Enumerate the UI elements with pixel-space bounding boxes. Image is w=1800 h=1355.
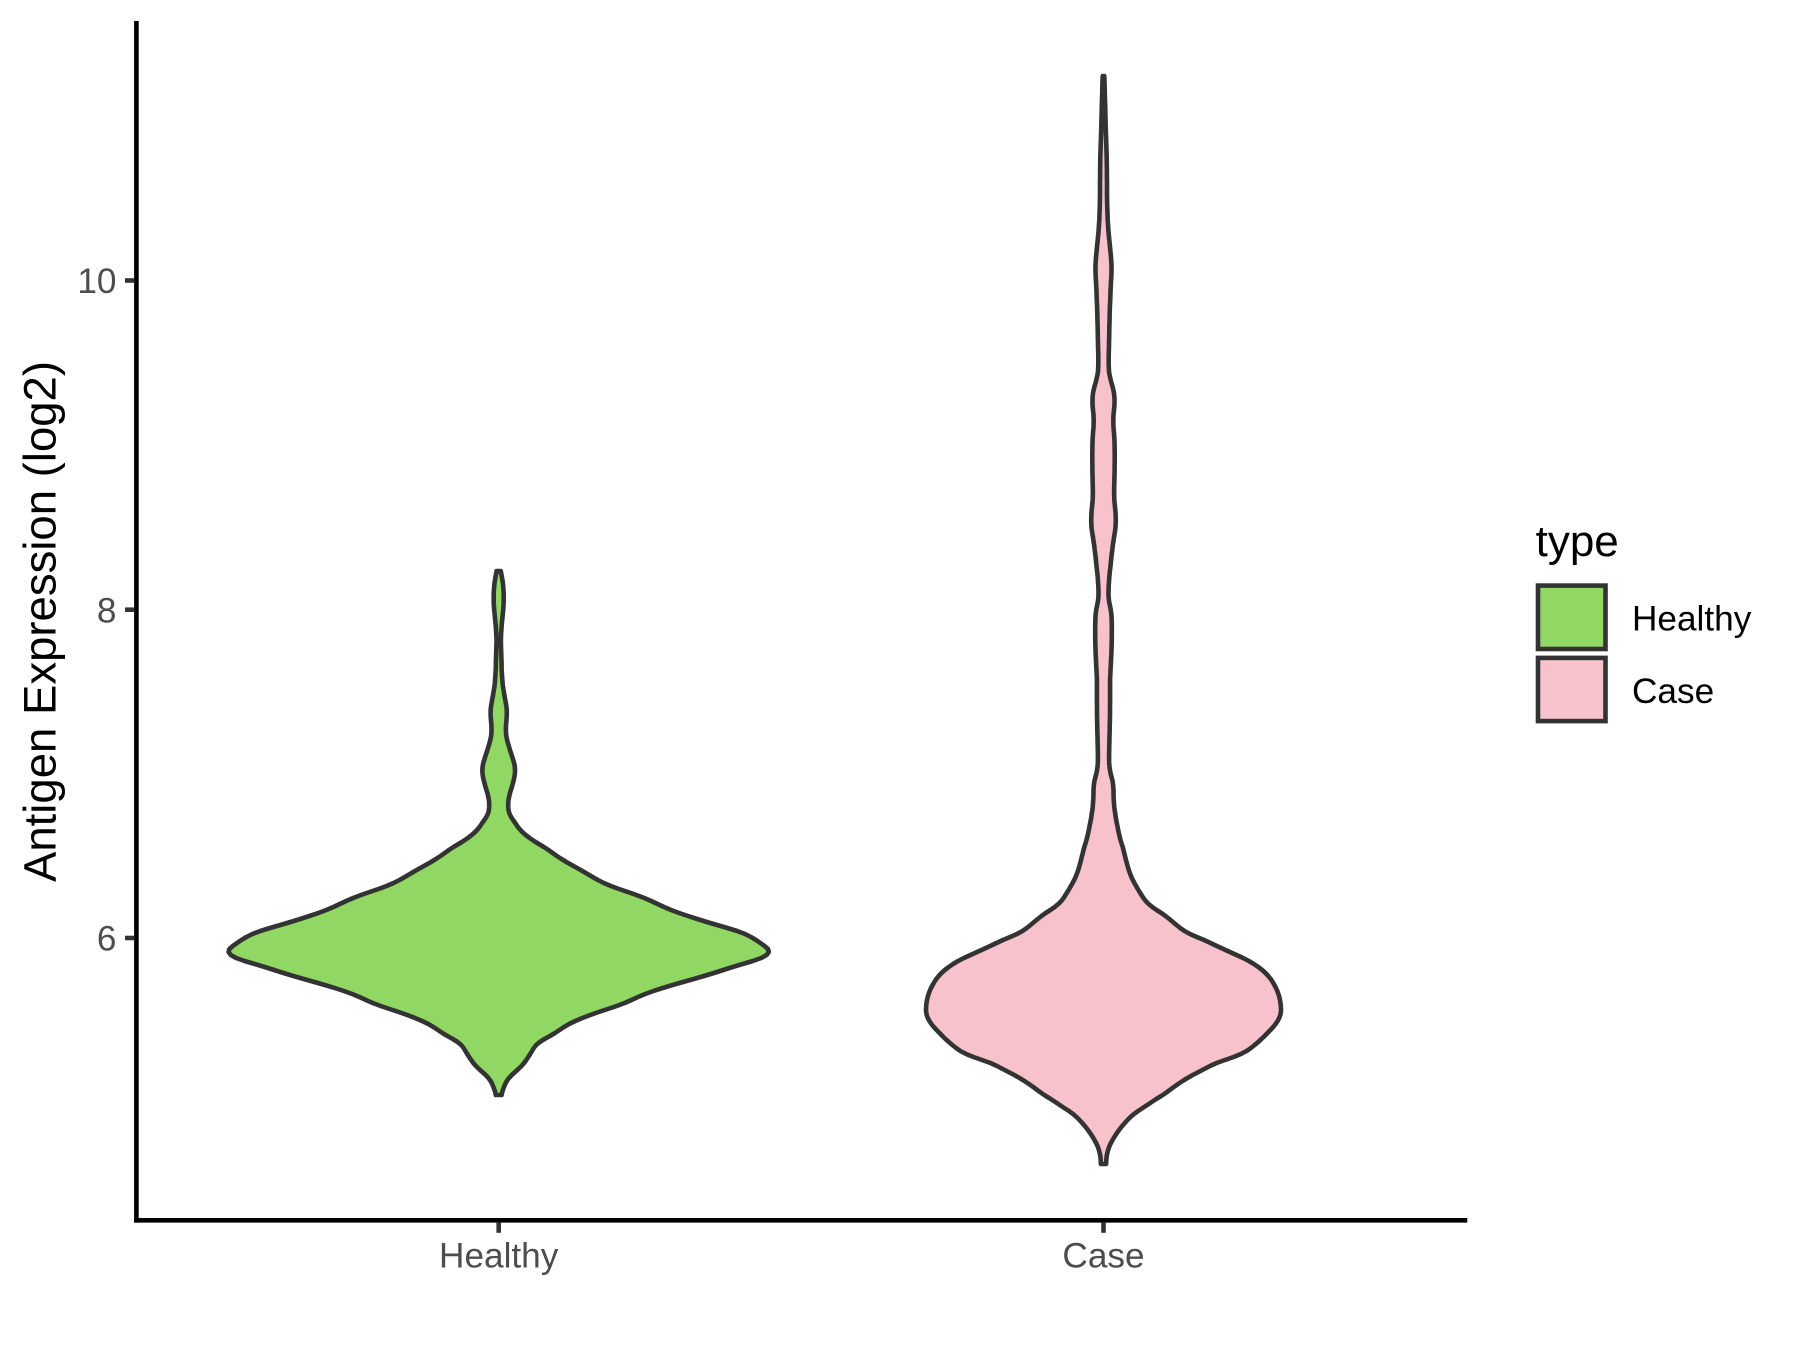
svg-text:Case: Case (1632, 672, 1714, 711)
svg-text:Healthy: Healthy (1632, 600, 1752, 639)
svg-text:type: type (1536, 517, 1619, 566)
svg-text:Antigen Expression (log2): Antigen Expression (log2) (14, 361, 65, 882)
svg-text:8: 8 (97, 591, 117, 630)
svg-text:10: 10 (77, 262, 116, 301)
svg-text:Case: Case (1062, 1237, 1144, 1276)
svg-text:Healthy: Healthy (439, 1237, 559, 1276)
svg-text:6: 6 (97, 920, 117, 959)
